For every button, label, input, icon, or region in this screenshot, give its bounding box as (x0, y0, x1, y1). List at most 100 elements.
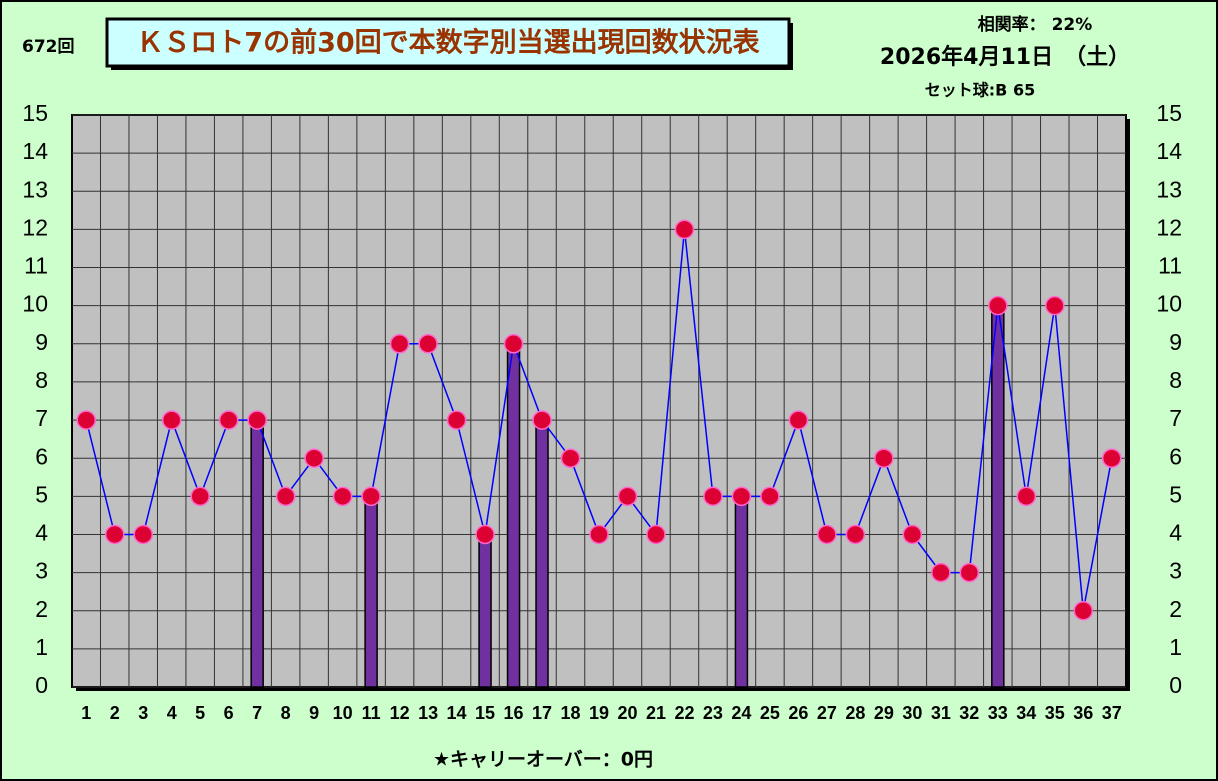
bar (506, 343, 521, 688)
x-tick-label: 24 (731, 703, 751, 723)
x-tick-label: 22 (674, 703, 694, 723)
draw-number: 672回 (22, 37, 75, 57)
x-tick-label: 36 (1073, 703, 1093, 723)
point (361, 486, 381, 507)
x-tick-label: 16 (504, 703, 524, 723)
x-tick-label: 3 (138, 703, 148, 723)
x-tick-label: 15 (475, 703, 495, 723)
point (475, 524, 495, 545)
point (503, 334, 524, 354)
x-tick-label: 1 (81, 703, 91, 723)
y2-tick-label: 15 (1156, 100, 1182, 126)
x-tick-label: 7 (252, 703, 262, 723)
point (304, 448, 324, 468)
correlation: 相関率： 22% (978, 14, 1093, 35)
y2-tick-label: 12 (1156, 214, 1182, 240)
y-tick-label: 9 (35, 329, 48, 355)
point (1045, 295, 1065, 316)
y-tick-label: 3 (35, 558, 48, 584)
x-tick-label: 28 (845, 703, 865, 723)
x-tick-label: 12 (390, 703, 410, 723)
x-tick-label: 18 (560, 703, 580, 723)
point (760, 486, 780, 507)
y2-tick-label: 11 (1158, 253, 1182, 279)
bar (535, 419, 549, 688)
x-tick-label: 10 (333, 703, 353, 723)
x-tick-label: 27 (817, 703, 837, 723)
y2-tick-label: 2 (1169, 596, 1182, 622)
y2-tick-label: 10 (1156, 291, 1182, 317)
plot-area (71, 114, 1127, 688)
point (446, 410, 467, 430)
y2-tick-label: 3 (1169, 558, 1182, 584)
x-tick-label: 25 (760, 703, 780, 723)
x-tick-label: 14 (447, 703, 467, 723)
point (1102, 448, 1122, 468)
x-tick-label: 19 (589, 703, 609, 723)
x-tick-label: 30 (902, 703, 922, 723)
x-tick-label: 11 (362, 703, 381, 723)
y-tick-label: 11 (24, 253, 48, 279)
x-tick-label: 9 (309, 703, 319, 723)
y2-tick-label: 1 (1169, 634, 1182, 660)
x-tick-label: 2 (110, 703, 120, 723)
point (332, 486, 353, 507)
bar (734, 495, 749, 688)
y2-tick-label: 0 (1169, 672, 1182, 698)
date: 2026年4月11日 （土） (880, 44, 1130, 70)
y-tick-label: 12 (22, 214, 48, 240)
chart-title: ＫＳロト7の前30回で本数字別当選出現回数状況表 (136, 27, 759, 59)
y2-tick-label: 4 (1169, 520, 1182, 546)
point (589, 524, 609, 545)
set-ball: セット球:B 65 (925, 81, 1035, 100)
y2-tick-label: 7 (1169, 405, 1182, 431)
y-tick-label: 15 (22, 100, 48, 126)
x-tick-label: 37 (1102, 703, 1122, 723)
point (817, 524, 837, 545)
point (874, 448, 894, 468)
point (1016, 486, 1037, 507)
y2-tick-label: 6 (1169, 443, 1182, 469)
point (988, 295, 1008, 316)
y-tick-label: 7 (35, 405, 48, 431)
y-tick-label: 13 (22, 176, 48, 202)
point (617, 486, 638, 507)
y-tick-label: 8 (35, 367, 48, 393)
x-tick-label: 26 (788, 703, 808, 723)
x-tick-label: 35 (1045, 703, 1065, 723)
bar (364, 495, 378, 688)
point (247, 410, 267, 430)
point (959, 562, 980, 583)
point (703, 486, 723, 507)
point (218, 410, 239, 430)
x-tick-label: 6 (224, 703, 234, 723)
point (190, 486, 210, 507)
x-tick-label: 31 (931, 703, 951, 723)
y-tick-label: 2 (35, 596, 48, 622)
x-tick-label: 34 (1016, 703, 1036, 723)
point (560, 448, 581, 468)
point (76, 410, 96, 430)
point (418, 334, 438, 354)
x-tick-label: 4 (167, 703, 177, 723)
x-tick-label: 32 (959, 703, 979, 723)
point (532, 410, 552, 430)
x-tick-label: 21 (646, 703, 666, 723)
point (389, 334, 410, 354)
x-tick-label: 29 (874, 703, 894, 723)
point (161, 410, 182, 430)
y-tick-label: 6 (35, 443, 48, 469)
point (104, 524, 125, 545)
point (275, 486, 296, 507)
x-tick-label: 17 (532, 703, 552, 723)
point (845, 524, 866, 545)
footer: ★キャリーオーバー：0円 (433, 749, 653, 771)
y-tick-label: 4 (35, 520, 48, 546)
y2-tick-label: 8 (1169, 367, 1182, 393)
bar (991, 304, 1005, 688)
y-tick-label: 14 (22, 138, 48, 164)
x-tick-label: 23 (703, 703, 723, 723)
point (931, 562, 951, 583)
bar (478, 533, 492, 688)
y2-tick-label: 13 (1156, 176, 1182, 202)
